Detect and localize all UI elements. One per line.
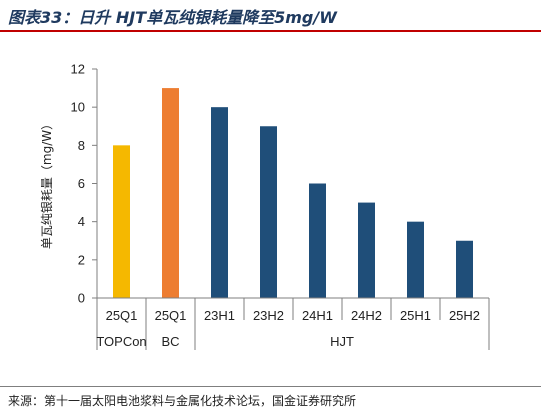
bar (358, 202, 375, 298)
group-label: HJT (330, 334, 354, 349)
bar (162, 88, 179, 298)
title-rule (0, 30, 541, 32)
y-tick-label: 2 (78, 252, 85, 267)
y-tick-label: 8 (78, 138, 85, 153)
group-label: BC (161, 334, 179, 349)
y-axis: 0 2 4 6 8 10 12 (71, 62, 98, 306)
source-rule (0, 386, 541, 387)
x-tick-label: 25H2 (449, 308, 480, 323)
bar (211, 107, 228, 299)
x-tick-label: 23H1 (204, 308, 235, 323)
figure-title: 图表33：日升 HJT单瓦纯银耗量降至5mg/W (8, 8, 337, 27)
y-axis-title: 单瓦纯银耗量（mg/W） (40, 118, 54, 249)
x-tick-label: 24H2 (351, 308, 382, 323)
x-axis: 25Q1 25Q1 23H1 23H2 24H1 24H2 25H1 25H2 TOPCon BC… (96, 297, 490, 350)
x-tick-label: 25Q1 (155, 308, 187, 323)
source-note: 来源：第十一届太阳电池浆料与金属化技术论坛，国金证券研究所 (8, 394, 357, 408)
x-tick-label: 23H2 (253, 308, 284, 323)
y-tick-label: 10 (71, 100, 85, 115)
y-tick-label: 4 (78, 214, 85, 229)
group-label: TOPCon (96, 334, 146, 349)
bar (407, 221, 424, 298)
x-tick-label: 24H1 (302, 308, 333, 323)
bar (309, 183, 326, 298)
y-tick-label: 6 (78, 176, 85, 191)
bar (260, 126, 277, 298)
bar (456, 240, 473, 298)
bar (113, 145, 130, 298)
y-tick-label: 0 (78, 291, 85, 306)
y-tick-label: 12 (71, 62, 85, 77)
x-tick-label: 25Q1 (106, 308, 138, 323)
bars (113, 88, 473, 299)
x-tick-label: 25H1 (400, 308, 431, 323)
